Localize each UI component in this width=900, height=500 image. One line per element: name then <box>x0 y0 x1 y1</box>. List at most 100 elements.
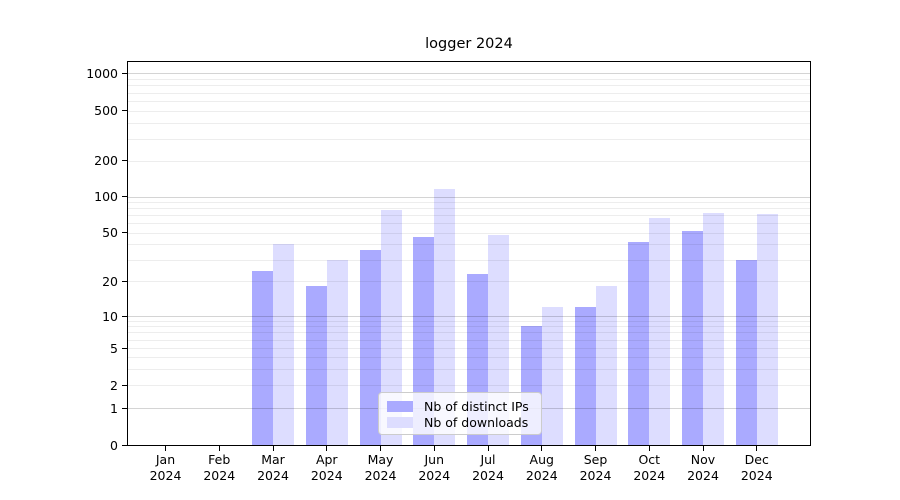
x-tick-label-jun: Jun 2024 <box>402 452 466 483</box>
y-tick-label-500: 500 <box>94 103 118 119</box>
x-tick-month: Jun <box>424 452 445 467</box>
x-tick-label-jan: Jan 2024 <box>134 452 198 483</box>
x-tick-month: Apr <box>315 452 338 467</box>
x-tick-month: Dec <box>744 452 769 467</box>
y-tick-100 <box>122 196 127 198</box>
x-tick-month: Oct <box>638 452 661 467</box>
x-tick-month: Nov <box>690 452 716 467</box>
y-tick-label-200: 200 <box>94 153 118 169</box>
bar-nb-of-distinct-ips-mar <box>252 271 273 445</box>
x-tick-feb <box>218 446 220 451</box>
x-tick-year: 2024 <box>525 467 558 483</box>
x-tick-label-may: May 2024 <box>349 452 413 483</box>
plot-area <box>128 62 810 445</box>
x-tick-year: 2024 <box>364 467 397 483</box>
bar-nb-of-downloads-dec <box>756 214 778 445</box>
y-tick-200 <box>122 160 127 162</box>
minor-gridline-7 <box>128 332 810 334</box>
y-tick-1000 <box>122 72 127 74</box>
minor-gridline-60 <box>128 223 810 225</box>
x-tick-year: 2024 <box>472 467 504 483</box>
minor-gridline-5 <box>128 348 810 349</box>
x-tick-oct <box>648 446 650 451</box>
x-tick-year: 2024 <box>418 467 451 483</box>
minor-gridline-2 <box>128 385 810 386</box>
minor-gridline-70 <box>128 215 810 217</box>
x-tick-year: 2024 <box>687 467 719 483</box>
x-tick-label-aug: Aug 2024 <box>510 452 574 483</box>
legend-swatch-distinct-ips-icon <box>387 400 413 412</box>
x-tick-month: Aug <box>529 452 554 467</box>
y-tick-50 <box>122 232 127 234</box>
bar-nb-of-downloads-aug <box>541 306 563 445</box>
y-tick-500 <box>122 110 127 112</box>
bar-nb-of-downloads-mar <box>273 244 294 445</box>
minor-gridline-30 <box>128 259 810 261</box>
x-tick-year: 2024 <box>149 467 182 483</box>
x-tick-label-nov: Nov 2024 <box>671 452 735 483</box>
x-tick-year: 2024 <box>740 467 773 483</box>
minor-gridline-3 <box>128 368 810 370</box>
y-tick-label-1: 1 <box>110 400 118 416</box>
minor-gridline-900 <box>128 78 810 80</box>
major-gridline-10 <box>128 316 810 317</box>
y-tick-label-2: 2 <box>110 377 118 393</box>
x-tick-month: Sep <box>583 452 608 467</box>
minor-gridline-600 <box>128 100 810 102</box>
bar-nb-of-distinct-ips-nov <box>682 230 703 445</box>
y-tick-2 <box>122 384 127 386</box>
y-tick-5 <box>122 347 127 349</box>
y-tick-label-0: 0 <box>110 437 118 453</box>
x-tick-label-jul: Jul 2024 <box>456 452 520 483</box>
x-tick-label-mar: Mar 2024 <box>241 452 305 483</box>
minor-gridline-20 <box>128 281 810 282</box>
x-tick-label-dec: Dec 2024 <box>725 452 789 483</box>
x-tick-dec <box>756 446 758 451</box>
minor-gridline-500 <box>128 110 810 112</box>
x-tick-month: May <box>367 452 394 467</box>
bar-nb-of-downloads-apr <box>326 259 348 445</box>
y-tick-label-100: 100 <box>94 189 118 205</box>
x-tick-label-oct: Oct 2024 <box>617 452 681 483</box>
x-tick-year: 2024 <box>203 467 236 483</box>
legend: Nb of distinct IPs Nb of downloads <box>378 392 542 435</box>
bar-nb-of-distinct-ips-oct <box>628 241 650 445</box>
bar-nb-of-downloads-sep <box>595 286 617 445</box>
x-tick-year: 2024 <box>579 467 612 483</box>
minor-gridline-800 <box>128 85 810 87</box>
major-gridline-100 <box>128 196 810 198</box>
legend-label-distinct-ips: Nb of distinct IPs <box>424 398 529 414</box>
bar-nb-of-distinct-ips-may <box>359 250 381 445</box>
bar-nb-of-downloads-oct <box>649 218 671 445</box>
bar-nb-of-distinct-ips-apr <box>305 286 327 445</box>
y-tick-label-10: 10 <box>102 308 118 324</box>
bar-nb-of-distinct-ips-sep <box>574 306 596 445</box>
x-tick-sep <box>595 446 596 451</box>
major-gridline-1000 <box>128 73 810 75</box>
chart-title: logger 2024 <box>425 36 513 52</box>
x-tick-apr <box>326 446 328 451</box>
x-tick-month: Jan <box>155 452 176 467</box>
y-tick-20 <box>122 280 127 282</box>
y-tick-0 <box>122 444 127 446</box>
minor-gridline-300 <box>128 138 810 140</box>
y-tick-label-1000: 1000 <box>86 65 118 81</box>
x-tick-label-feb: Feb 2024 <box>187 452 251 483</box>
minor-gridline-400 <box>128 122 810 124</box>
x-tick-may <box>380 446 381 451</box>
minor-gridline-200 <box>128 160 810 162</box>
x-tick-month: Feb <box>208 452 231 467</box>
minor-gridline-8 <box>128 326 810 328</box>
x-tick-jun <box>433 446 435 451</box>
x-tick-year: 2024 <box>310 467 343 483</box>
legend-item-downloads: Nb of downloads <box>387 414 533 430</box>
x-tick-year: 2024 <box>633 467 666 483</box>
x-tick-year: 2024 <box>257 467 289 483</box>
minor-gridline-6 <box>128 339 810 341</box>
x-tick-label-sep: Sep 2024 <box>564 452 628 483</box>
legend-label-downloads: Nb of downloads <box>424 414 529 430</box>
bar-nb-of-downloads-nov <box>703 213 724 445</box>
x-tick-nov <box>702 446 704 451</box>
bar-nb-of-distinct-ips-dec <box>735 259 757 445</box>
x-tick-month: Jul <box>480 452 496 467</box>
